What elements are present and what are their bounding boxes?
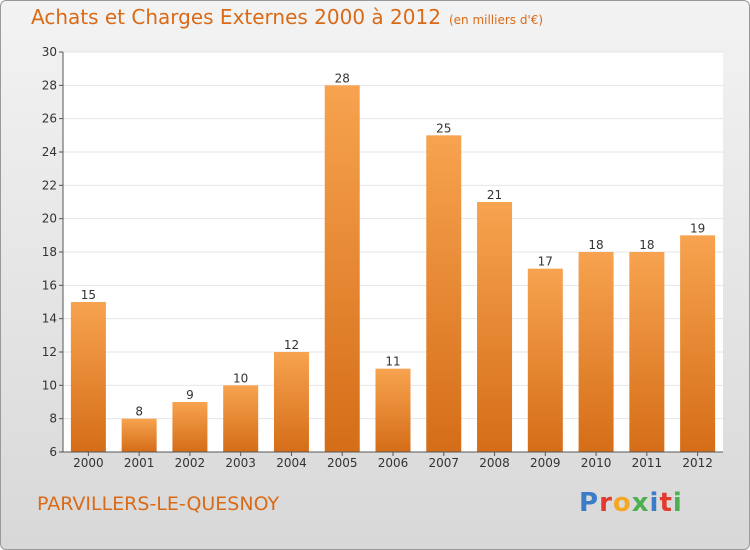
logo-letter: t: [659, 488, 673, 518]
logo-letter: o: [612, 488, 632, 518]
data-label-2011: 18: [639, 238, 654, 252]
data-label-2004: 12: [284, 338, 299, 352]
bar-2012[interactable]: [680, 235, 716, 452]
data-label-2007: 25: [436, 121, 451, 135]
logo-letter: i: [649, 488, 660, 518]
y-tick-label-22: 22: [42, 178, 57, 192]
x-tick-label-2005: 2005: [327, 456, 358, 470]
x-tick-label-2012: 2012: [682, 456, 713, 470]
chart-title: Achats et Charges Externes 2000 à 2012 (e…: [31, 5, 543, 29]
data-label-2010: 18: [588, 238, 603, 252]
bar-2011[interactable]: [629, 252, 665, 452]
logo-letter: r: [599, 488, 613, 518]
labels: 6 8 10 12 14 16 18 20 22 24 26 28 30 2000 15 2001 8 2002 9…: [42, 45, 713, 470]
chart-subtitle: (en milliers d'€): [448, 13, 544, 27]
bar-2007[interactable]: [426, 135, 462, 453]
y-tick-label-12: 12: [42, 345, 57, 359]
data-label-2003: 10: [233, 371, 248, 385]
logo-letter: P: [579, 488, 600, 518]
y-tick-label-14: 14: [42, 312, 57, 326]
bar-2009[interactable]: [527, 268, 563, 452]
data-label-2008: 21: [487, 188, 502, 202]
x-tick-label-2003: 2003: [225, 456, 256, 470]
axes: [59, 51, 723, 456]
proxiti-logo[interactable]: Proxiti: [579, 488, 683, 518]
y-tick-label-24: 24: [42, 145, 57, 159]
y-tick-label-28: 28: [42, 78, 57, 92]
y-tick-label-20: 20: [42, 212, 57, 226]
chart-title-text: Achats et Charges Externes 2000 à 2012: [31, 5, 441, 29]
x-tick-label-2011: 2011: [632, 456, 663, 470]
bar-2001[interactable]: [121, 418, 157, 452]
x-tick-label-2000: 2000: [73, 456, 104, 470]
x-tick-label-2004: 2004: [276, 456, 307, 470]
bar-2002[interactable]: [172, 402, 208, 452]
x-tick-label-2010: 2010: [581, 456, 612, 470]
x-tick-label-2002: 2002: [175, 456, 206, 470]
town-name: PARVILLERS-LE-QUESNOY: [37, 493, 280, 515]
logo-letter: x: [631, 488, 650, 518]
x-tick-label-2001: 2001: [124, 456, 155, 470]
y-tick-label-18: 18: [42, 245, 57, 259]
x-tick-label-2006: 2006: [378, 456, 409, 470]
y-tick-label-30: 30: [42, 45, 57, 59]
data-label-2009: 17: [538, 255, 553, 269]
y-tick-label-26: 26: [42, 112, 57, 126]
x-tick-label-2008: 2008: [479, 456, 510, 470]
data-label-2000: 15: [81, 288, 96, 302]
x-tick-label-2009: 2009: [530, 456, 561, 470]
bar-2003[interactable]: [223, 385, 259, 452]
data-label-2006: 11: [385, 355, 400, 369]
data-label-2005: 28: [335, 71, 350, 85]
logo-letter: i: [672, 488, 683, 518]
y-tick-label-10: 10: [42, 378, 57, 392]
bar-2008[interactable]: [477, 202, 513, 452]
bar-2000[interactable]: [70, 302, 106, 452]
bars: [70, 85, 716, 453]
y-tick-label-6: 6: [49, 445, 57, 459]
bar-2004[interactable]: [273, 352, 309, 452]
y-tick-label-8: 8: [49, 412, 57, 426]
x-tick-label-2007: 2007: [428, 456, 459, 470]
bar-2010[interactable]: [578, 252, 614, 452]
y-tick-label-16: 16: [42, 278, 57, 292]
bar-2005[interactable]: [324, 85, 360, 452]
data-label-2001: 8: [135, 405, 143, 419]
data-label-2002: 9: [186, 388, 194, 402]
bar-2006[interactable]: [375, 368, 411, 452]
data-label-2012: 19: [690, 221, 705, 235]
